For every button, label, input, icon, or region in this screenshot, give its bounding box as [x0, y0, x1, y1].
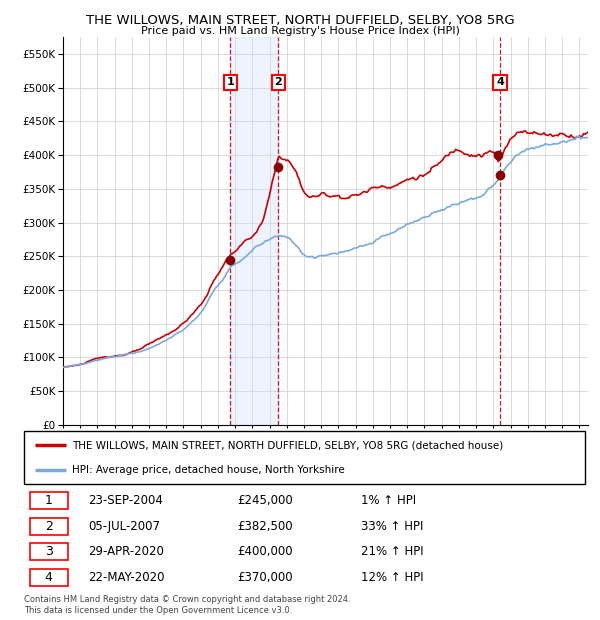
Text: 4: 4 [496, 78, 504, 87]
Text: 3: 3 [45, 546, 53, 559]
Text: THE WILLOWS, MAIN STREET, NORTH DUFFIELD, SELBY, YO8 5RG (detached house): THE WILLOWS, MAIN STREET, NORTH DUFFIELD… [71, 440, 503, 450]
Text: 23-SEP-2004: 23-SEP-2004 [89, 494, 163, 507]
Text: 12% ↑ HPI: 12% ↑ HPI [361, 571, 423, 584]
FancyBboxPatch shape [29, 569, 68, 586]
FancyBboxPatch shape [24, 432, 585, 484]
Text: 2: 2 [274, 78, 282, 87]
Text: 1: 1 [45, 494, 53, 507]
Text: 22-MAY-2020: 22-MAY-2020 [89, 571, 165, 584]
Text: £370,000: £370,000 [237, 571, 293, 584]
Text: £400,000: £400,000 [237, 546, 293, 559]
Text: 1% ↑ HPI: 1% ↑ HPI [361, 494, 416, 507]
Text: 2: 2 [45, 520, 53, 533]
Text: Contains HM Land Registry data © Crown copyright and database right 2024.: Contains HM Land Registry data © Crown c… [24, 595, 350, 604]
Text: 33% ↑ HPI: 33% ↑ HPI [361, 520, 423, 533]
Text: 05-JUL-2007: 05-JUL-2007 [89, 520, 161, 533]
Text: Price paid vs. HM Land Registry's House Price Index (HPI): Price paid vs. HM Land Registry's House … [140, 26, 460, 36]
Bar [230, 37, 278, 425]
Text: 4: 4 [45, 571, 53, 584]
Text: £382,500: £382,500 [237, 520, 293, 533]
Text: This data is licensed under the Open Government Licence v3.0.: This data is licensed under the Open Gov… [24, 606, 292, 616]
Text: 21% ↑ HPI: 21% ↑ HPI [361, 546, 423, 559]
Text: 1: 1 [227, 78, 235, 87]
Text: THE WILLOWS, MAIN STREET, NORTH DUFFIELD, SELBY, YO8 5RG: THE WILLOWS, MAIN STREET, NORTH DUFFIELD… [86, 14, 514, 27]
FancyBboxPatch shape [29, 492, 68, 509]
Text: HPI: Average price, detached house, North Yorkshire: HPI: Average price, detached house, Nort… [71, 465, 344, 475]
FancyBboxPatch shape [29, 544, 68, 560]
FancyBboxPatch shape [29, 518, 68, 534]
Text: £245,000: £245,000 [237, 494, 293, 507]
Text: 29-APR-2020: 29-APR-2020 [89, 546, 164, 559]
